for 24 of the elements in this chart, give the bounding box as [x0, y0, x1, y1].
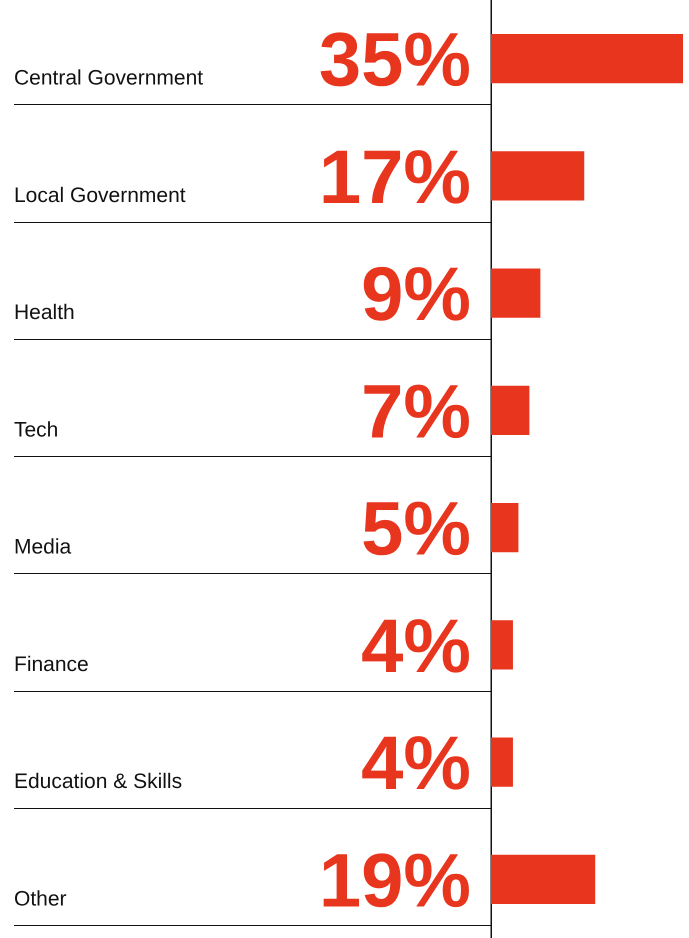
- data-label: 7%: [361, 369, 471, 454]
- bar: [491, 503, 518, 552]
- data-label: 5%: [361, 486, 471, 572]
- data-label: 4%: [361, 604, 471, 689]
- y-tick-label: Tech: [14, 418, 58, 442]
- bar: [491, 738, 513, 787]
- bar: [491, 620, 513, 670]
- bar: [491, 854, 596, 904]
- y-tick-label: Health: [14, 301, 75, 324]
- y-tick-label: Other: [14, 887, 67, 910]
- y-tick-label: Education & Skills: [14, 770, 182, 794]
- data-label: 19%: [318, 838, 471, 924]
- y-tick-label: Media: [14, 536, 72, 559]
- data-label: 4%: [361, 721, 471, 806]
- y-tick-label: Finance: [14, 652, 89, 676]
- y-tick-label: Local Government: [14, 184, 186, 207]
- data-label: 9%: [361, 252, 471, 338]
- bar: [491, 34, 683, 84]
- bar: [491, 268, 540, 318]
- data-label: 35%: [318, 18, 471, 103]
- data-label: 17%: [318, 134, 471, 220]
- y-tick-label: Central Government: [14, 66, 204, 90]
- bar: [491, 386, 530, 435]
- bar: [491, 151, 584, 200]
